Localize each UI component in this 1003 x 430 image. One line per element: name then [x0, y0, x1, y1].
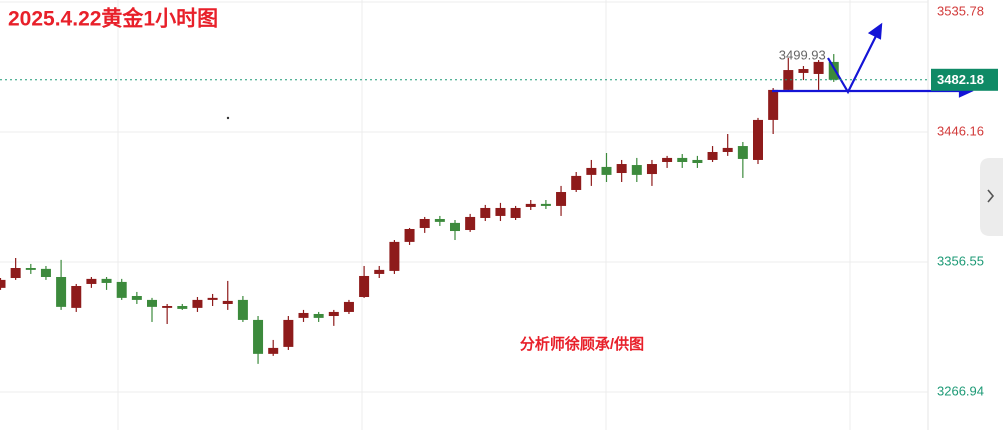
- watermark: 分析师徐顾承/供图: [520, 335, 644, 353]
- candle-body: [86, 278, 97, 284]
- candle-body: [192, 299, 203, 308]
- candle-body: [116, 281, 127, 298]
- candle-body: [71, 285, 82, 308]
- y-tick-label: 3446.16: [937, 123, 984, 138]
- candle-body: [692, 159, 703, 164]
- candle-body: [813, 61, 824, 74]
- candle-body: [10, 268, 21, 279]
- candle-body: [147, 299, 157, 307]
- candle-body: [510, 207, 521, 218]
- candle-body: [298, 312, 309, 318]
- candle-body: [177, 306, 188, 309]
- candle-body: [268, 347, 279, 354]
- plot: [0, 1, 928, 393]
- candle-body: [480, 207, 491, 218]
- candle-body: [25, 268, 36, 270]
- y-tick-label: 3535.78: [937, 3, 984, 18]
- candle-body: [525, 203, 536, 207]
- side-tab[interactable]: [980, 158, 1003, 236]
- candle-body: [662, 157, 673, 162]
- arrow-head: [867, 22, 883, 40]
- candle-body: [40, 268, 51, 277]
- candle-body: [646, 164, 657, 175]
- candle-body: [571, 175, 582, 190]
- candle-body: [162, 306, 173, 308]
- candle-body: [540, 203, 551, 206]
- candle-body: [601, 166, 612, 175]
- candle-body: [283, 319, 294, 347]
- candle-body: [465, 216, 476, 231]
- candle-body: [783, 70, 794, 90]
- side-tab-icon[interactable]: [987, 189, 995, 203]
- candle-body: [616, 164, 627, 174]
- candle-body: [237, 299, 248, 320]
- candle-body: [313, 313, 324, 318]
- candle-body: [328, 311, 339, 317]
- y-tick-label: 3266.94: [937, 383, 984, 398]
- candle-body: [495, 207, 506, 216]
- candle-body: [768, 89, 779, 120]
- current-price-box: [931, 68, 998, 91]
- candle-body: [722, 147, 733, 152]
- candle-body: [419, 218, 430, 228]
- candle-body: [343, 301, 354, 312]
- candle-body: [737, 146, 748, 159]
- candle-body: [434, 218, 445, 222]
- candle-body: [798, 69, 809, 73]
- chart-title: 2025.4.22黄金1小时图: [8, 7, 218, 31]
- candle-body: [556, 192, 567, 206]
- candle-body: [359, 275, 370, 298]
- candle-body: [101, 278, 112, 283]
- current-price-label: 3482.18: [937, 72, 984, 87]
- candle-body: [450, 222, 460, 232]
- candle-body: [0, 279, 6, 288]
- candle-body: [253, 319, 264, 354]
- y-tick-label: 3356.55: [937, 253, 984, 268]
- candle-body: [389, 241, 400, 271]
- candle-body: [586, 167, 597, 175]
- candle-body: [677, 157, 688, 162]
- candle-body: [404, 228, 415, 242]
- high-label: 3499.93: [779, 47, 826, 62]
- candle-body: [131, 295, 142, 300]
- dot: [226, 116, 230, 120]
- candle-body: [207, 297, 218, 300]
- candle-body: [222, 300, 233, 304]
- candle-body: [56, 276, 67, 307]
- candle-body: [753, 119, 763, 160]
- candle-body: [374, 269, 385, 274]
- candle-body: [631, 165, 642, 175]
- candle-body: [828, 61, 839, 80]
- candle-body: [707, 151, 718, 160]
- vertical-grid: [117, 0, 851, 430]
